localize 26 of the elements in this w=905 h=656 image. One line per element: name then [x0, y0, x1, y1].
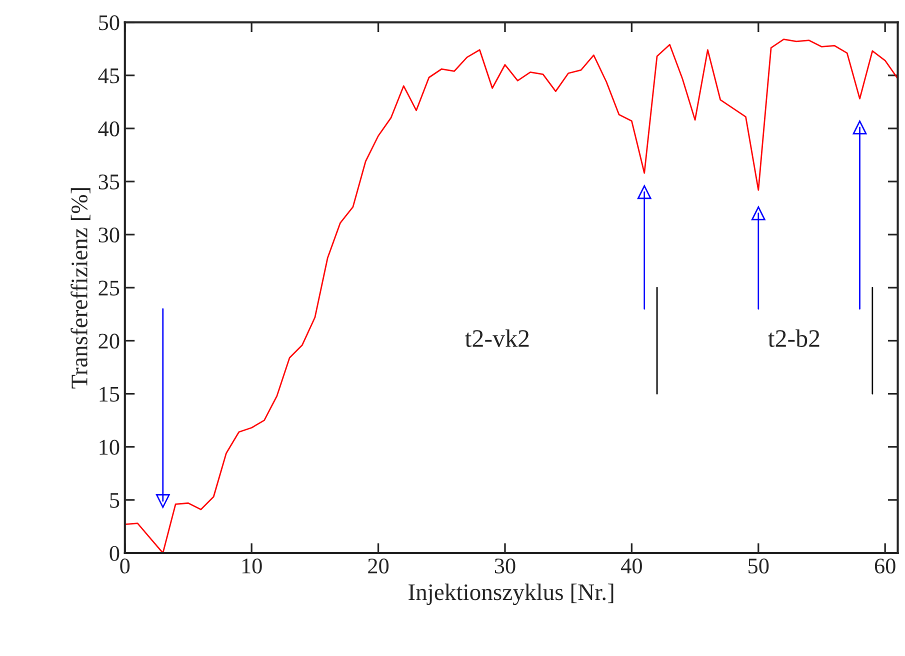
- y-tick-label: 40: [98, 121, 120, 136]
- y-tick-label: 5: [110, 493, 120, 508]
- y-tick-label: 15: [100, 386, 120, 402]
- point: [751, 206, 766, 220]
- point: [852, 120, 867, 134]
- y-axis-title: Transfereffizienz [%]: [70, 188, 90, 389]
- x-tick-label: 50: [748, 558, 769, 574]
- y-tick-label: 50: [99, 15, 120, 30]
- y-tick-label: 30: [98, 228, 120, 243]
- x-tick-label: 60: [874, 558, 896, 574]
- x-axis-title: Injektionszyklus [Nr.]: [408, 584, 614, 606]
- x-tick-label: 30: [494, 558, 516, 574]
- y-tick-label: 10: [100, 440, 120, 455]
- point: [637, 185, 652, 200]
- annotation: t2-vk2: [465, 329, 529, 347]
- point: [156, 494, 170, 508]
- x-tick-label: 10: [242, 558, 262, 574]
- y-tick-label: 45: [98, 68, 120, 84]
- annotation: t2-b2: [768, 329, 820, 347]
- y-tick-label: 35: [98, 174, 120, 190]
- y-tick-label: 25: [98, 280, 120, 296]
- y-tick-label: 20: [98, 334, 120, 349]
- x-tick-label: 40: [621, 558, 642, 574]
- x-tick-label: 0: [120, 558, 130, 574]
- x-tick-label: 20: [368, 558, 389, 574]
- y-tick-label: 0: [110, 546, 120, 561]
